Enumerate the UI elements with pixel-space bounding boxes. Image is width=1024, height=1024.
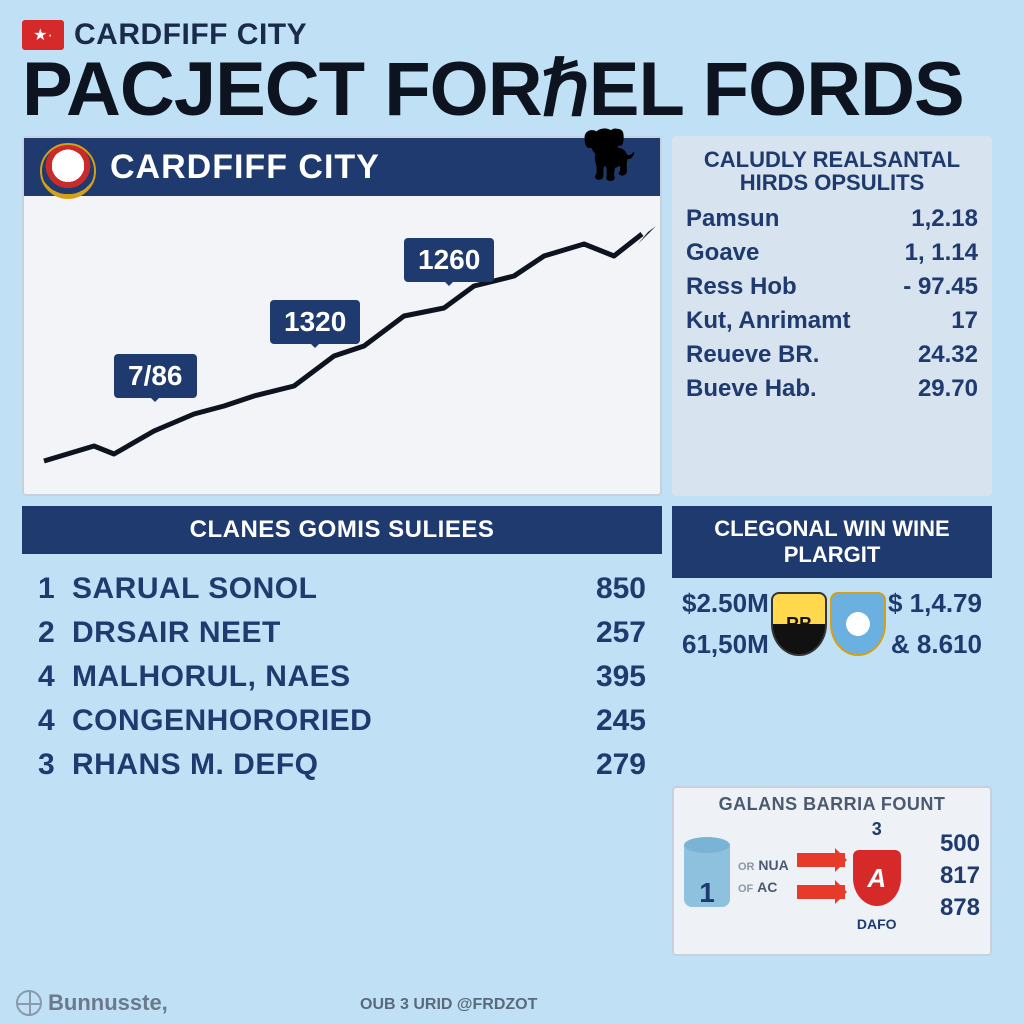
rankings-panel: CLANES GOMIS SULIEES 1SARUAL SONOL850 2DR… xyxy=(22,506,662,956)
ranking-row: 4MALHORUL, NAES395 xyxy=(38,660,646,694)
chart-value-label: 1320 xyxy=(270,300,360,344)
stats-title-l2: HIRDS OPSULITS xyxy=(740,170,925,195)
team-shield-1-icon: RB xyxy=(771,592,827,656)
chart-title: CARDFIFF CITY xyxy=(110,148,380,187)
stat-label: Reueve BR. xyxy=(686,341,819,369)
ranking-row: 2DRSAIR NEET257 xyxy=(38,616,646,650)
trend-chart-panel: CARDFIFF CITY 🐕 7/86 1320 1260 xyxy=(22,136,662,496)
stat-value: 24.32 xyxy=(918,341,978,369)
bottom-title: GALANS BARRIA FOUNT xyxy=(684,794,980,815)
win-title: CLEGONAL WIN WINE PLARGIT xyxy=(672,506,992,578)
rank-name: RHANS M. DEFQ xyxy=(72,748,556,782)
bottom-value: 878 xyxy=(940,894,980,922)
rank-number: 4 xyxy=(38,704,72,738)
stat-row: Pamsun 1,2.18 xyxy=(686,205,978,233)
stats-title: CALUDLY REALSANTAL HIRDS OPSULITS xyxy=(686,148,978,194)
mini-label: OF AC xyxy=(738,879,789,895)
stat-label: Pamsun xyxy=(686,205,779,233)
stat-label: Bueve Hab. xyxy=(686,375,817,403)
bottom-value: 500 xyxy=(940,830,980,858)
stat-label: Ress Hob xyxy=(686,273,797,301)
rank-name: SARUAL SONOL xyxy=(72,572,556,606)
win-panel: CLEGONAL WIN WINE PLARGIT $2.50M 61,50M … xyxy=(672,506,992,776)
bottom-values: 500 817 878 xyxy=(940,830,980,922)
arrow-icon-2 xyxy=(797,885,845,899)
rank-name: MALHORUL, NAES xyxy=(72,660,556,694)
rank-number: 3 xyxy=(38,748,72,782)
win-left-1: 61,50M xyxy=(682,629,769,660)
cylinder-icon: 1 xyxy=(684,837,730,915)
win-right-values: $ 1,4.79 & 8.610 xyxy=(888,588,982,660)
bottom-panel: GALANS BARRIA FOUNT 1 OR NUA OF AC 3 A DA… xyxy=(672,786,992,956)
rank-value: 850 xyxy=(556,572,646,606)
club-crest-icon xyxy=(40,143,96,199)
stat-row: Goave 1, 1.14 xyxy=(686,239,978,267)
rank-value: 257 xyxy=(556,616,646,650)
stat-row: Kut, Anrimamt 17 xyxy=(686,307,978,335)
target-number: 3 xyxy=(872,819,882,840)
league-flag-icon: ★· xyxy=(22,20,64,50)
rank-number: 2 xyxy=(38,616,72,650)
win-left-0: $2.50M xyxy=(682,588,769,619)
team-shield-2-icon xyxy=(830,592,886,656)
stat-value: 17 xyxy=(951,307,978,335)
rank-value: 279 xyxy=(556,748,646,782)
chart-value-label: 1260 xyxy=(404,238,494,282)
footer-handle: OUB 3 URID @FRDZOT xyxy=(360,996,537,1014)
chart-body: 7/86 1320 1260 xyxy=(24,196,660,486)
rank-name: DRSAIR NEET xyxy=(72,616,556,650)
chart-header: CARDFIFF CITY 🐕 xyxy=(24,138,660,196)
rank-name: CONGENHORORIED xyxy=(72,704,556,738)
stats-panel: CALUDLY REALSANTAL HIRDS OPSULITS Pamsun… xyxy=(672,136,992,496)
mascot-dog-icon: 🐕 xyxy=(581,126,642,183)
rank-number: 4 xyxy=(38,660,72,694)
headline: PACJECT FORℏEL FORDS xyxy=(22,56,1002,124)
bottom-value: 817 xyxy=(940,862,980,890)
stat-row: Ress Hob - 97.45 xyxy=(686,273,978,301)
globe-icon xyxy=(16,990,42,1016)
rankings-title: CLANES GOMIS SULIEES xyxy=(22,506,662,554)
chart-value-label: 7/86 xyxy=(114,354,197,398)
stat-label: Goave xyxy=(686,239,759,267)
stat-row: Reueve BR. 24.32 xyxy=(686,341,978,369)
rank-number: 1 xyxy=(38,572,72,606)
dafo-label: DAFO xyxy=(857,916,897,932)
stat-value: 29.70 xyxy=(918,375,978,403)
stat-value: 1, 1.14 xyxy=(905,239,978,267)
stats-title-l1: CALUDLY REALSANTAL xyxy=(704,147,960,172)
win-left-values: $2.50M 61,50M xyxy=(682,588,769,660)
win-right-1: & 8.610 xyxy=(888,629,982,660)
stat-label: Kut, Anrimamt xyxy=(686,307,850,335)
mini-labels: OR NUA OF AC xyxy=(738,857,789,895)
stat-row: Bueve Hab. 29.70 xyxy=(686,375,978,403)
mini-label: OR NUA xyxy=(738,857,789,873)
footer-brand-text: Bunnusste, xyxy=(48,990,168,1016)
stat-value: - 97.45 xyxy=(903,273,978,301)
red-shield-icon: A xyxy=(853,850,901,906)
ranking-row: 4CONGENHORORIED245 xyxy=(38,704,646,738)
rank-value: 395 xyxy=(556,660,646,694)
ranking-row: 3RHANS M. DEFQ279 xyxy=(38,748,646,782)
cylinder-number: 1 xyxy=(684,877,730,909)
ranking-row: 1SARUAL SONOL850 xyxy=(38,572,646,606)
stat-value: 1,2.18 xyxy=(911,205,978,233)
footer-brand: Bunnusste, xyxy=(16,990,168,1016)
win-right-0: $ 1,4.79 xyxy=(888,588,982,619)
rank-value: 245 xyxy=(556,704,646,738)
arrow-icon-1 xyxy=(797,853,845,867)
